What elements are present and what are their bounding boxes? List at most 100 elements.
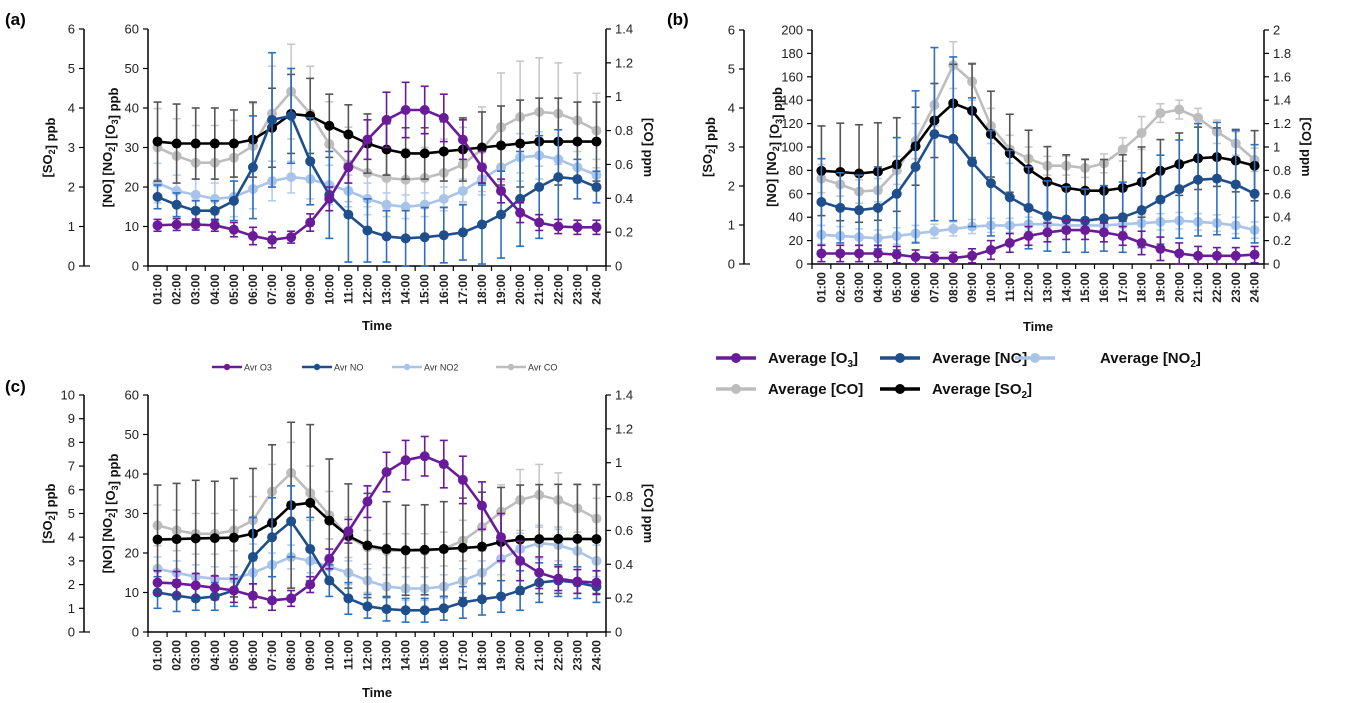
main-tick-label: 30 <box>125 140 139 155</box>
series-line <box>821 102 1255 192</box>
data-point <box>854 168 865 179</box>
so2-tick-label: 4 <box>728 101 735 116</box>
data-point <box>343 209 354 220</box>
data-point <box>1098 213 1109 224</box>
data-point <box>171 138 182 149</box>
x-tick-label: 23:00 <box>1229 272 1243 303</box>
main-tick-label: 50 <box>125 427 139 442</box>
data-point <box>948 133 959 144</box>
data-point <box>591 222 602 233</box>
x-tick-label: 10:00 <box>984 272 998 303</box>
data-point <box>438 146 449 157</box>
series-line <box>156 90 598 181</box>
data-point <box>152 136 163 147</box>
main-tick-label: 180 <box>781 46 803 61</box>
data-point <box>343 526 354 537</box>
data-point <box>872 202 883 213</box>
data-point <box>515 138 526 149</box>
x-tick-label: 09:00 <box>303 274 317 305</box>
x-tick-label: 16:00 <box>437 640 451 671</box>
data-point <box>872 248 883 259</box>
data-point <box>515 193 526 204</box>
legend-item: Average [NO2] <box>1015 350 1201 370</box>
data-point <box>381 544 392 555</box>
so2-tick-label: 3 <box>728 140 735 155</box>
data-point <box>496 140 507 151</box>
x-tick-label: 17:00 <box>456 640 470 671</box>
x-tick-label: 06:00 <box>246 640 260 671</box>
data-point <box>457 474 468 485</box>
main-tick-label: 30 <box>125 506 139 521</box>
data-point <box>190 580 201 591</box>
data-point <box>476 162 487 173</box>
x-tick-label: 17:00 <box>456 274 470 305</box>
data-point <box>209 582 220 593</box>
so2-tick-label: 6 <box>728 23 735 38</box>
data-point <box>324 575 335 586</box>
main-tick-label: 60 <box>125 22 139 37</box>
so2-tick-label: 4 <box>68 101 75 116</box>
data-point <box>190 533 201 544</box>
series-co <box>152 441 602 569</box>
data-point <box>476 594 487 605</box>
x-tick-label: 16:00 <box>1097 272 1111 303</box>
co-tick-label: 0 <box>615 259 622 274</box>
main-tick-label: 0 <box>132 259 139 274</box>
legend-swatch-marker <box>731 353 741 363</box>
main-tick-label: 10 <box>125 585 139 600</box>
data-point <box>324 515 335 526</box>
data-point <box>534 567 545 578</box>
data-point <box>476 142 487 153</box>
so2-tick-label: 2 <box>68 180 75 195</box>
x-tick-label: 08:00 <box>946 272 960 303</box>
data-point <box>400 455 411 466</box>
x-tick-label: 11:00 <box>1003 272 1017 302</box>
x-tick-label: 08:00 <box>284 274 298 305</box>
chart-panel-c: (c) 0 1 2 3 4 5 6 7 8 9 10 0 10 20 30 40 50 60 0 0.2 0.4 0.6 0.… <box>5 377 656 700</box>
data-point <box>572 576 583 587</box>
series-no2 <box>816 211 1260 248</box>
data-point <box>400 233 411 244</box>
data-point <box>891 188 902 199</box>
data-point <box>400 201 411 212</box>
x-tick-label: 10:00 <box>322 274 336 305</box>
data-point <box>854 205 865 216</box>
data-point <box>228 224 239 235</box>
x-tick-label: 04:00 <box>208 640 222 671</box>
data-point <box>910 161 921 172</box>
so2-tick-label: 0 <box>68 259 75 274</box>
data-point <box>419 148 430 159</box>
data-point <box>553 573 564 584</box>
data-point <box>305 156 316 167</box>
data-point <box>816 196 827 207</box>
data-point <box>286 593 297 604</box>
x-tick-label: 13:00 <box>1040 272 1054 303</box>
series-so2 <box>152 421 602 602</box>
co-tick-label: 0.8 <box>615 489 633 504</box>
data-point <box>891 249 902 260</box>
legend-label: Avr NO <box>334 363 363 373</box>
data-point <box>910 251 921 262</box>
data-point <box>419 451 430 462</box>
data-point <box>171 199 182 210</box>
data-point <box>496 532 507 543</box>
data-point <box>1174 184 1185 195</box>
x-tick-label: 21:00 <box>532 274 546 305</box>
x-tick-label: 13:00 <box>380 640 394 671</box>
data-point <box>816 248 827 259</box>
series-line <box>157 112 597 155</box>
data-point <box>171 219 182 230</box>
data-point <box>1155 243 1166 254</box>
data-point <box>1117 144 1128 155</box>
data-point <box>457 542 468 553</box>
data-point <box>190 189 201 200</box>
data-point <box>1136 205 1147 216</box>
so2-axis-title: [SO2] ppb <box>40 483 58 543</box>
data-point <box>967 157 978 168</box>
co-axis-title: [CO] ppm <box>1299 117 1314 176</box>
data-point <box>515 534 526 545</box>
data-point <box>515 555 526 566</box>
data-point <box>152 220 163 231</box>
data-point <box>324 120 335 131</box>
legend-item: Average [SO2] <box>880 381 1032 401</box>
